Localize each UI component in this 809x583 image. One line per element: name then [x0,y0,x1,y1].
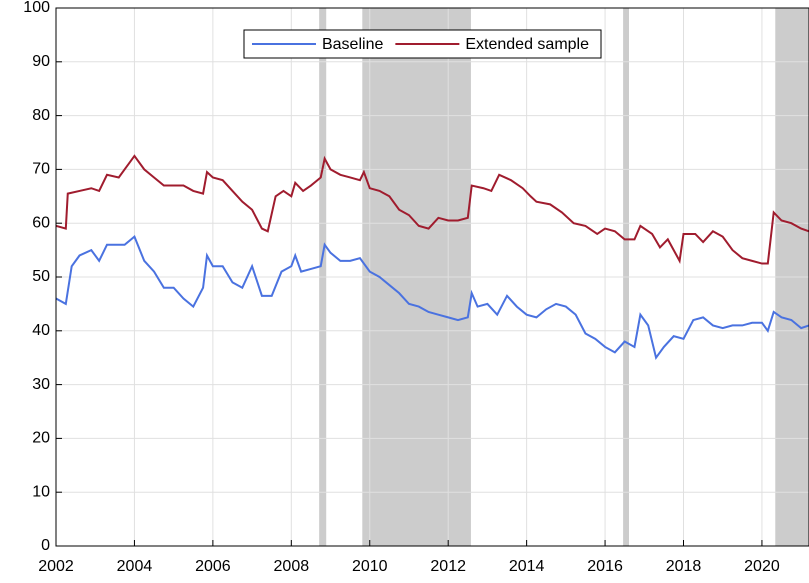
y-tick-label: 40 [32,322,50,339]
x-tick-label: 2014 [509,558,545,575]
x-tick-label: 2018 [666,558,702,575]
y-tick-label: 100 [23,0,50,16]
plot-area [56,8,809,546]
legend-label: Extended sample [465,36,589,53]
y-tick-label: 70 [32,161,50,178]
y-tick-label: 0 [41,537,50,554]
legend-label: Baseline [322,36,383,53]
x-tick-label: 2006 [195,558,231,575]
y-tick-label: 80 [32,107,50,124]
legend: Baseline Extended sample [243,29,602,59]
plot-frame [55,7,809,547]
y-tick-label: 60 [32,214,50,231]
x-tick-label: 2010 [352,558,388,575]
series-line [56,154,809,265]
x-tick-label: 2020 [744,558,780,575]
series-line [56,235,809,361]
y-tick-label: 10 [32,483,50,500]
x-tick-label: 2008 [274,558,310,575]
x-tick-label: 2016 [587,558,623,575]
x-tick-label: 2002 [38,558,74,575]
x-tick-label: 2004 [117,558,153,575]
y-tick-label: 30 [32,376,50,393]
y-tick-label: 90 [32,53,50,70]
y-tick-label: 50 [32,268,50,285]
y-tick-label: 20 [32,430,50,447]
x-tick-label: 2012 [430,558,466,575]
